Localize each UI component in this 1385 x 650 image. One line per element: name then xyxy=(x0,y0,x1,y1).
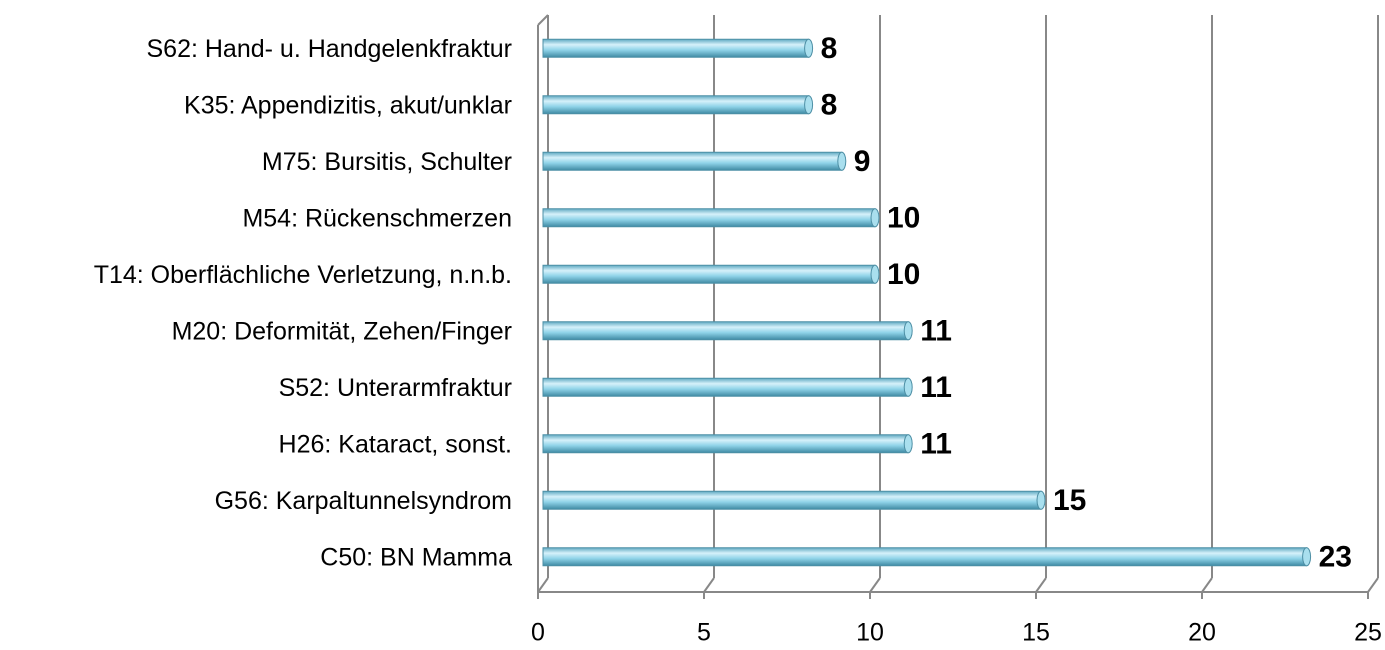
y-tick-label: G56: Karpaltunnelsyndrom xyxy=(215,487,512,515)
data-label: 9 xyxy=(854,145,871,178)
bar-cap xyxy=(837,151,847,171)
bar-cap xyxy=(804,38,814,58)
data-label: 11 xyxy=(920,315,952,348)
data-label: 23 xyxy=(1319,541,1352,574)
y-tick-label: M20: Deformität, Zehen/Finger xyxy=(172,317,512,345)
x-tick-label: 20 xyxy=(1188,619,1216,647)
x-tick-label: 10 xyxy=(856,619,884,647)
bar-cap xyxy=(903,377,913,397)
data-label: 11 xyxy=(920,371,952,404)
y-tick-label: M75: Bursitis, Schulter xyxy=(262,148,512,176)
grid-floor-line xyxy=(1367,577,1379,593)
x-tick-label: 25 xyxy=(1354,619,1382,647)
y-tick-label: K35: Appendizitis, akut/unklar xyxy=(184,91,512,119)
bar xyxy=(542,321,909,341)
data-label: 8 xyxy=(821,89,838,122)
data-label: 10 xyxy=(887,258,920,291)
data-label: 11 xyxy=(920,428,952,461)
bar xyxy=(542,208,876,228)
y-tick-label: M54: Rückenschmerzen xyxy=(242,204,512,232)
bar xyxy=(542,95,810,115)
bar-cap xyxy=(870,208,880,228)
y-tick-label: H26: Kataract, sonst. xyxy=(279,430,512,458)
bar xyxy=(542,490,1042,510)
y-tick-label: S62: Hand- u. Handgelenkfraktur xyxy=(147,35,513,63)
grid-floor-line xyxy=(1035,577,1047,593)
bar-cap xyxy=(903,321,913,341)
wall-edge xyxy=(537,14,549,26)
bar xyxy=(542,38,810,58)
bar xyxy=(542,151,843,171)
grid-floor-line xyxy=(1201,577,1213,593)
bar-cap xyxy=(1302,547,1312,567)
grid-floor-line xyxy=(537,577,549,593)
bar xyxy=(542,434,909,454)
grid-floor-line xyxy=(869,577,881,593)
data-label: 15 xyxy=(1053,484,1086,517)
y-tick-label: C50: BN Mamma xyxy=(320,543,512,571)
x-tick-label: 5 xyxy=(697,619,711,647)
bar-cap xyxy=(870,264,880,284)
y-tick-label: S52: Unterarmfraktur xyxy=(279,374,512,402)
bar xyxy=(542,547,1308,567)
data-label: 10 xyxy=(887,202,920,235)
x-tick-label: 0 xyxy=(531,619,545,647)
bar-cap xyxy=(903,434,913,454)
grid-floor-line xyxy=(703,577,715,593)
x-tick-label: 15 xyxy=(1022,619,1050,647)
bar xyxy=(542,377,909,397)
bar-cap xyxy=(1036,490,1046,510)
data-label: 8 xyxy=(821,32,838,65)
bar xyxy=(542,264,876,284)
bar-cap xyxy=(804,95,814,115)
y-tick-label: T14: Oberflächliche Verletzung, n.n.b. xyxy=(94,261,512,289)
